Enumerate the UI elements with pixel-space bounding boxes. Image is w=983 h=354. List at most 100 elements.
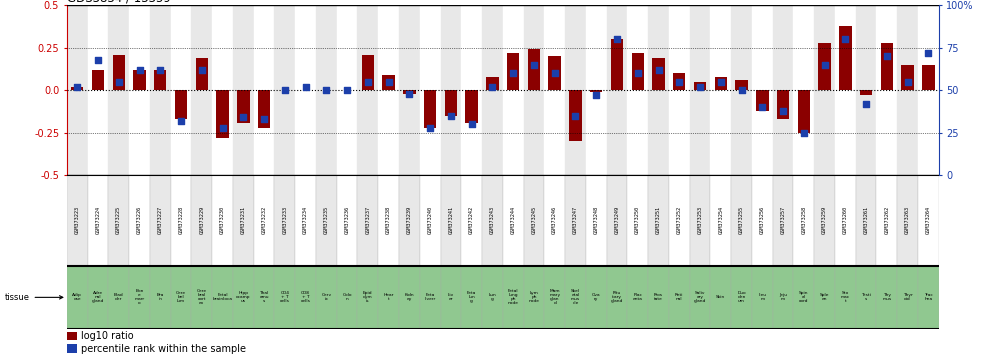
- Bar: [461, 175, 482, 266]
- Text: Hipp
ocamp
us: Hipp ocamp us: [236, 291, 251, 303]
- Bar: [690, 266, 711, 329]
- Bar: [424, 90, 436, 128]
- Point: [754, 104, 770, 110]
- Bar: [877, 5, 897, 175]
- Bar: [196, 58, 208, 90]
- Bar: [91, 70, 104, 90]
- Bar: [610, 39, 623, 90]
- Text: GSM373247: GSM373247: [573, 206, 578, 234]
- Bar: [590, 90, 603, 92]
- Point: [173, 118, 189, 124]
- Bar: [482, 5, 502, 175]
- Bar: [565, 266, 586, 329]
- Text: Colo
n: Colo n: [342, 293, 352, 301]
- Point: [526, 62, 542, 68]
- Bar: [171, 5, 192, 175]
- Text: GDS3834 / 13359: GDS3834 / 13359: [67, 0, 171, 4]
- Bar: [752, 175, 773, 266]
- Bar: [545, 175, 565, 266]
- Bar: [528, 50, 541, 90]
- Point: [589, 92, 605, 98]
- Point: [692, 84, 708, 90]
- Text: GSM373231: GSM373231: [241, 206, 246, 234]
- Point: [733, 87, 749, 93]
- Bar: [731, 175, 752, 266]
- Text: Cere
bral
cort
ex: Cere bral cort ex: [197, 289, 206, 306]
- Bar: [607, 175, 627, 266]
- Point: [858, 101, 874, 107]
- Bar: [690, 175, 711, 266]
- Text: GSM373226: GSM373226: [137, 206, 142, 234]
- Bar: [316, 5, 337, 175]
- Bar: [420, 175, 440, 266]
- Point: [277, 87, 293, 93]
- Text: Adre
nal
gland: Adre nal gland: [91, 291, 104, 303]
- Bar: [316, 175, 337, 266]
- Text: GSM373245: GSM373245: [532, 206, 537, 234]
- Point: [464, 121, 480, 127]
- Bar: [715, 77, 727, 90]
- Bar: [773, 175, 793, 266]
- Text: GSM373242: GSM373242: [469, 206, 474, 234]
- Bar: [524, 5, 545, 175]
- Bar: [171, 175, 192, 266]
- Text: GSM373224: GSM373224: [95, 206, 100, 234]
- Text: Kidn
ey: Kidn ey: [405, 293, 414, 301]
- Text: GSM373264: GSM373264: [926, 206, 931, 234]
- Text: GSM373230: GSM373230: [220, 206, 225, 234]
- Bar: [586, 5, 607, 175]
- Bar: [233, 175, 254, 266]
- Bar: [461, 266, 482, 329]
- Text: GSM373258: GSM373258: [801, 206, 806, 234]
- Bar: [378, 175, 399, 266]
- Text: Thy
mus: Thy mus: [883, 293, 892, 301]
- Text: Duo
den
um: Duo den um: [737, 291, 746, 303]
- Text: Lym
ph
node: Lym ph node: [529, 291, 540, 303]
- Text: GSM373234: GSM373234: [303, 206, 308, 234]
- Point: [152, 67, 168, 73]
- Point: [380, 79, 396, 85]
- Bar: [901, 65, 914, 90]
- Point: [796, 130, 812, 136]
- Bar: [399, 5, 420, 175]
- Bar: [819, 43, 831, 90]
- Bar: [690, 5, 711, 175]
- Bar: [545, 266, 565, 329]
- Bar: [756, 90, 769, 111]
- Text: log10 ratio: log10 ratio: [81, 331, 134, 341]
- Bar: [149, 5, 171, 175]
- Bar: [835, 266, 856, 329]
- Point: [485, 84, 500, 90]
- Bar: [607, 266, 627, 329]
- Bar: [731, 5, 752, 175]
- Bar: [797, 90, 810, 133]
- Bar: [337, 266, 358, 329]
- Point: [401, 91, 417, 97]
- Text: Epid
dym
is: Epid dym is: [363, 291, 373, 303]
- Text: GSM373263: GSM373263: [905, 206, 910, 234]
- Bar: [918, 175, 939, 266]
- Text: Sple
en: Sple en: [820, 293, 830, 301]
- Bar: [711, 266, 731, 329]
- Text: Testi
s: Testi s: [861, 293, 871, 301]
- Bar: [897, 266, 918, 329]
- Bar: [668, 5, 690, 175]
- Bar: [607, 5, 627, 175]
- Bar: [67, 175, 87, 266]
- Text: Pitu
itary
gland: Pitu itary gland: [610, 291, 623, 303]
- Bar: [731, 266, 752, 329]
- Bar: [502, 175, 524, 266]
- Text: Fetal
lung
ph
node: Fetal lung ph node: [507, 289, 519, 306]
- Bar: [814, 175, 835, 266]
- Text: Reti
nal: Reti nal: [675, 293, 683, 301]
- Text: Jeju
m: Jeju m: [780, 293, 787, 301]
- Bar: [507, 53, 519, 90]
- Point: [318, 87, 334, 93]
- Point: [443, 113, 459, 119]
- Text: GSM373250: GSM373250: [635, 206, 640, 234]
- Text: GSM373248: GSM373248: [594, 206, 599, 234]
- Bar: [461, 5, 482, 175]
- Text: GSM373251: GSM373251: [656, 206, 661, 234]
- Point: [651, 67, 666, 73]
- Bar: [378, 266, 399, 329]
